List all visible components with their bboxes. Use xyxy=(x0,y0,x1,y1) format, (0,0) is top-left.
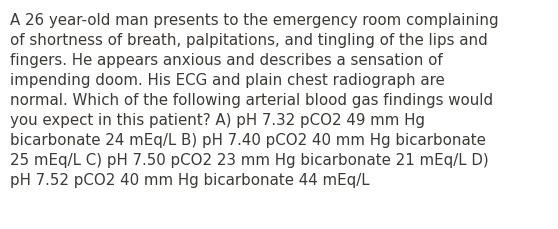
Text: A 26 year-old man presents to the emergency room complaining
of shortness of bre: A 26 year-old man presents to the emerge… xyxy=(10,13,499,187)
